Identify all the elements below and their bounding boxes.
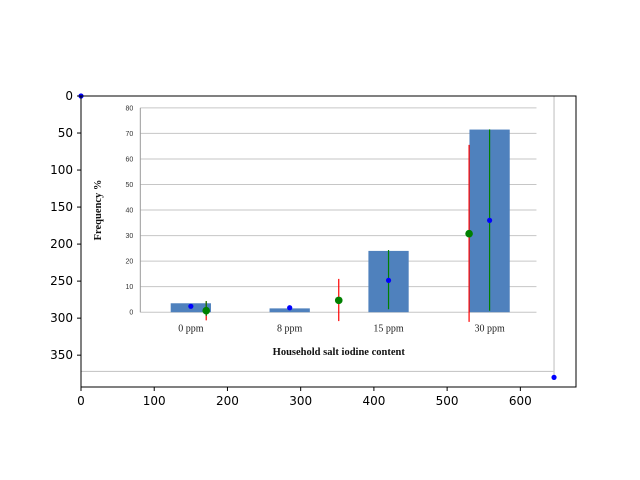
x-tick-label: 100 [143, 394, 166, 408]
inner-y-axis-title: Frequency % [93, 180, 104, 241]
green-point [465, 229, 473, 238]
inner-y-tick-label: 40 [126, 208, 134, 215]
inner-y-tick-label: 10 [126, 284, 134, 291]
inner-y-tick-label: 50 [126, 182, 134, 189]
y-tick-label: 200 [50, 237, 73, 251]
y-tick-label: 250 [50, 274, 73, 288]
blue-point [188, 303, 194, 309]
inner-x-tick-label: 8 ppm [277, 323, 303, 334]
y-tick-label: 100 [50, 163, 73, 177]
inner-x-tick-label: 0 ppm [178, 323, 204, 334]
x-tick-label: 500 [436, 394, 459, 408]
inner-y-tick-label: 80 [126, 105, 134, 112]
x-tick-label: 0 [77, 394, 85, 408]
inner-y-tick-label: 0 [129, 310, 133, 317]
blue-point [385, 277, 392, 283]
green-point [202, 306, 211, 315]
inner-y-tick-label: 70 [126, 131, 134, 138]
y-tick-label: 300 [50, 311, 73, 325]
y-tick-label: 50 [58, 126, 73, 140]
embedded-chart-image: 0 10 20 30 40 50 60 70 80 0 ppm 8 ppm 15 ppm 30 ppm H… [81, 96, 576, 387]
y-tick-label: 0 [65, 89, 73, 103]
inner-y-tick-label: 60 [126, 156, 134, 163]
x-tick-label: 400 [362, 394, 385, 408]
blue-point [287, 305, 293, 311]
inner-x-axis-title: Household salt iodine content [273, 347, 406, 358]
outer-axes-frame [80, 95, 577, 388]
green-point [334, 296, 343, 305]
x-tick-label: 300 [289, 394, 312, 408]
inner-x-tick-label: 15 ppm [373, 323, 404, 334]
annotation-overlay [78, 93, 557, 380]
inner-y-tick-label: 30 [126, 233, 134, 240]
y-tick-label: 150 [50, 200, 73, 214]
blue-point [486, 217, 493, 223]
y-tick-label: 350 [50, 348, 73, 362]
inner-y-tick-label: 20 [126, 259, 134, 266]
x-tick-label: 200 [216, 394, 239, 408]
x-tick-label: 600 [509, 394, 532, 408]
blue-point [551, 374, 557, 380]
inner-x-tick-label: 30 ppm [474, 323, 505, 334]
